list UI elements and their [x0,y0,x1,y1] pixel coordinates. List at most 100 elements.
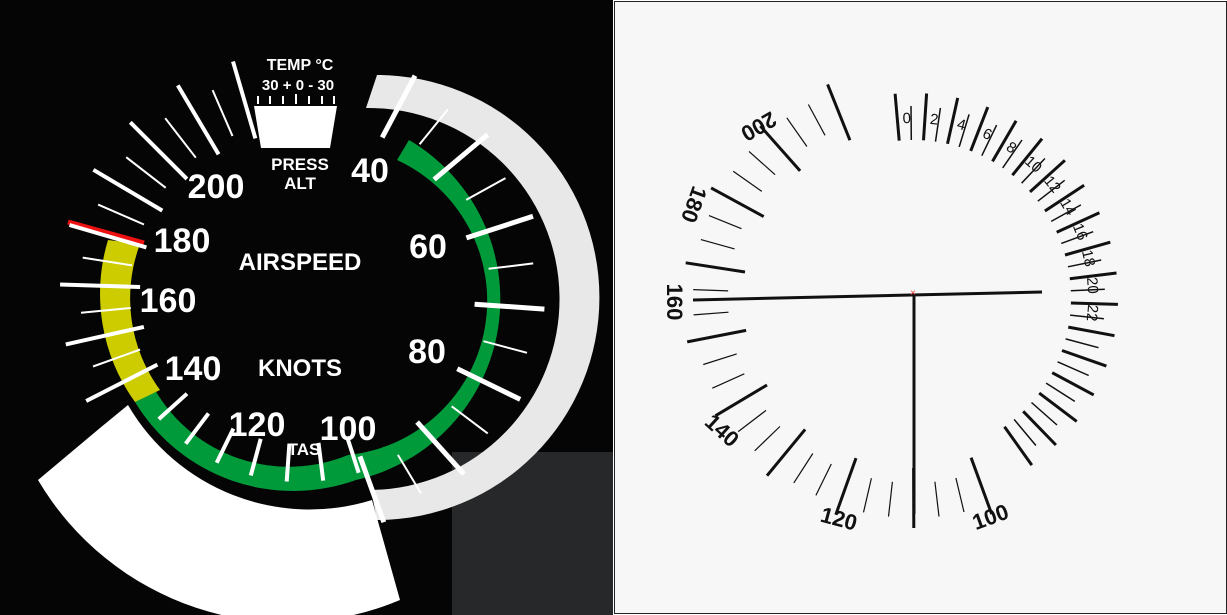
speed-label-200: 200 [188,168,245,206]
tas-schematic-tick [1022,410,1057,447]
tas-tick [379,74,418,139]
tas-number: 10 [1021,153,1045,177]
schematic-tick [710,186,765,218]
schematic-tick [754,426,781,452]
schematic-label-160: 160 [662,284,687,321]
speed-tick [92,348,141,368]
tas-schematic-tick [1037,179,1066,202]
speed-label-100: 100 [320,410,377,448]
knots-label: KNOTS [258,355,342,382]
tas-schematic-tick [1044,183,1085,213]
speed-tick [92,168,164,213]
tas-schematic-tick [1013,418,1037,446]
schematic-tick [834,457,858,516]
schematic-tick [862,478,872,513]
tas-tick [397,454,422,494]
schematic-ticks [685,83,994,529]
tas-schematic-tick [946,97,960,145]
tas-schematic-tick [1069,271,1117,281]
green-tick [184,412,211,445]
speed-tick [97,203,145,226]
tas-schematic-tick [958,114,970,148]
tas-schematic-tick [1038,391,1078,423]
tas-schematic-tick [991,120,1018,163]
schematic-tick [685,261,746,274]
tas-schematic-tick [922,93,929,141]
schematic-label-180: 180 [676,183,712,226]
tas-number: 20 [1083,277,1101,295]
tas-schematic-tick [1002,139,1023,169]
green-tick [248,438,263,477]
schematic-tick [934,481,940,517]
schematic-tick [765,428,807,477]
schematic-tick [737,409,767,433]
schematic-tick [759,125,802,172]
tas-schematic-tick [1057,361,1090,377]
tas-tick [465,177,506,201]
schematic-tick [955,477,965,513]
tas-schematic-tick [1003,425,1034,466]
schematic-tick [693,311,729,316]
schematic-tick [793,453,814,484]
speed-label-80: 80 [408,333,446,371]
schematic-tick [714,383,768,418]
airspeed-indicator-panel: TEMP °C 30 + 0 - 30 PRESS ALT AIRSPEED K… [0,0,613,615]
tas-schematic-tick [1061,349,1107,368]
speed-label-40: 40 [351,152,389,190]
schematic-label-100: 100 [969,499,1012,535]
schematic-panel: × 100 120 140 160 180 200 0 2 4 6 8 10 12 14 16 1… [614,1,1227,614]
schematic-label-120: 120 [818,502,860,536]
tas-number: 22 [1083,304,1101,322]
tas-tick [432,132,490,182]
green-tick [157,392,189,421]
tas-schematic-tick [1070,301,1118,306]
press-alt-line1: PRESS [271,155,329,174]
tas-scale-ticks [893,93,1118,466]
temp-title: TEMP °C [267,57,334,74]
speed-tick [128,120,189,181]
speed-tick [164,117,197,159]
tas-tick [483,340,528,354]
press-alt-window [254,106,337,148]
tas-tick [465,213,534,241]
speed-tick [85,362,159,403]
green-arc [348,140,501,480]
schematic-tick [815,463,832,496]
tas-number: 12 [1040,173,1064,197]
tas-number: 18 [1078,248,1098,268]
tas-number: 0 [902,110,911,127]
tas-tick [415,420,466,476]
tas-schematic-tick [1021,157,1046,184]
speed-label-160: 160 [140,282,197,320]
tas-schematic-tick [1050,204,1082,223]
tas-tick [357,455,387,524]
needle-horizontal [692,290,1043,302]
tas-schematic-tick [1070,314,1104,320]
tas-schematic-tick [969,106,990,152]
schematic-tick [712,373,745,389]
speed-tick [60,282,141,289]
schematic-tick [826,83,852,141]
temp-scale-ticks [257,94,335,104]
schematic-tick [969,457,994,515]
green-arc-bottom [135,390,356,492]
schematic-tick [807,104,826,136]
tas-schematic-tick [1028,159,1066,194]
tas-number: 16 [1069,221,1091,243]
speed-tick [125,156,167,189]
tas-schematic-tick [1061,230,1094,245]
tas-schematic-tick [1064,240,1111,257]
schematic-tick [887,481,893,517]
speed-tick [82,256,133,267]
tas-schematic-tick [981,124,998,157]
schematic-tick [703,353,737,366]
schematic-tick [748,150,776,176]
airspeed-label: AIRSPEED [239,249,362,276]
tas-schematic-tick [1070,288,1105,292]
tas-schematic-tick [1031,401,1058,426]
green-tick [214,427,236,464]
green-tick [345,435,361,474]
tas-tick [456,366,522,402]
green-tick [316,442,326,481]
